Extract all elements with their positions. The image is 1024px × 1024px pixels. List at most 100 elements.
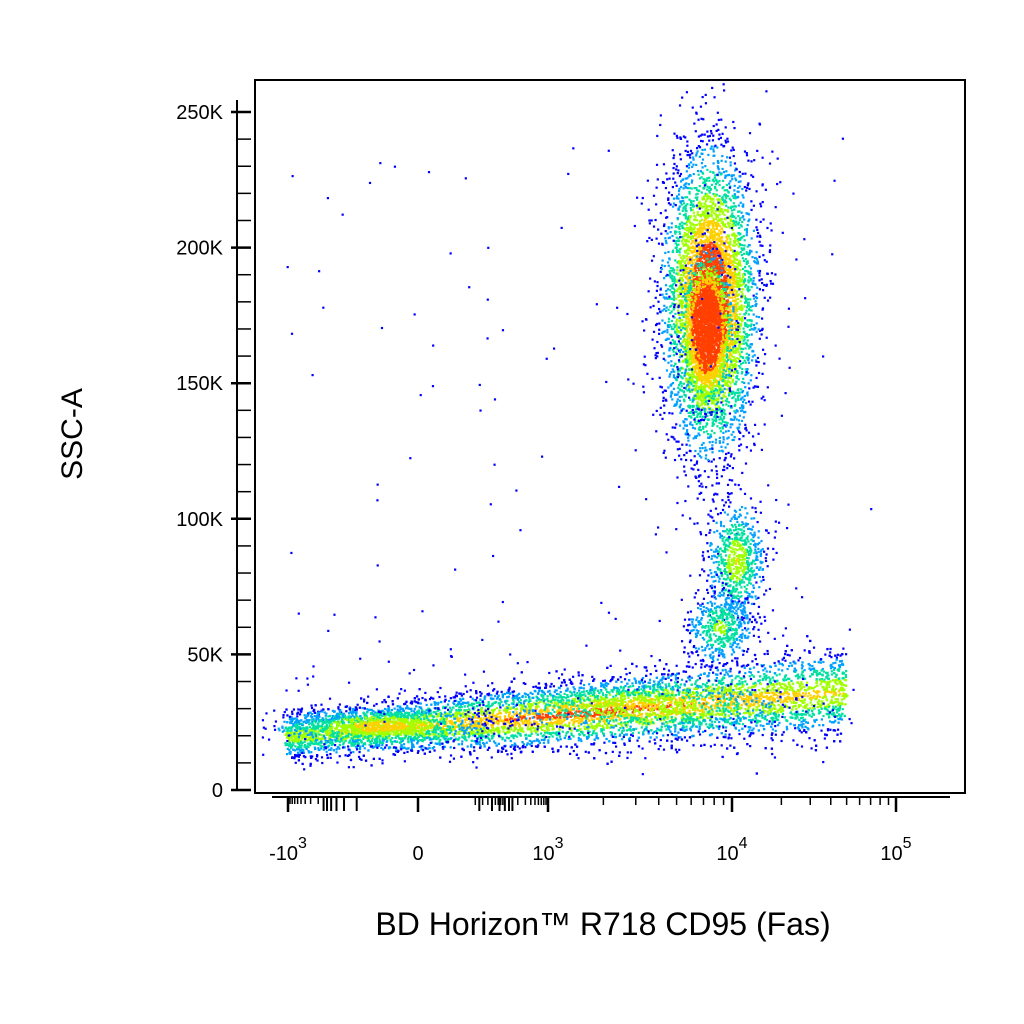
data-point: [734, 403, 737, 406]
data-point: [703, 379, 706, 382]
data-point: [725, 262, 729, 265]
data-point: [677, 272, 680, 275]
data-point: [677, 249, 680, 252]
data-point: [685, 372, 688, 376]
data-point: [684, 222, 687, 225]
data-point: [718, 272, 722, 275]
data-point: [687, 344, 690, 348]
data-point: [745, 227, 748, 231]
data-point: [713, 307, 717, 310]
data-point: [740, 290, 743, 294]
data-point: [733, 239, 736, 243]
data-point: [706, 195, 709, 199]
data-point: [725, 189, 728, 192]
data-point: [751, 400, 754, 403]
data-point: [733, 359, 736, 362]
data-point: [716, 146, 719, 149]
data-point: [719, 230, 723, 234]
data-point: [671, 339, 674, 342]
data-point: [722, 271, 725, 274]
data-point: [703, 302, 706, 305]
data-point: [708, 221, 712, 224]
data-point: [713, 245, 716, 249]
data-point: [690, 360, 694, 363]
data-point: [733, 330, 736, 334]
data-point: [721, 340, 725, 343]
data-point: [681, 377, 684, 380]
data-point: [688, 293, 691, 296]
data-point: [661, 264, 664, 267]
data-point: [699, 105, 703, 108]
data-point: [736, 303, 739, 306]
data-point: [724, 395, 727, 398]
data-point: [738, 449, 741, 452]
data-point: [682, 291, 685, 294]
data-point: [725, 246, 728, 249]
data-point: [731, 380, 735, 383]
data-point: [688, 378, 691, 381]
data-point: [687, 281, 690, 284]
data-point: [712, 171, 715, 174]
data-point: [668, 191, 671, 194]
data-point: [705, 402, 709, 405]
data-point: [706, 256, 710, 259]
data-point: [732, 299, 735, 302]
data-point: [727, 258, 730, 261]
data-point: [716, 251, 720, 254]
data-point: [659, 310, 662, 313]
data-point: [744, 269, 747, 273]
data-point: [676, 348, 679, 351]
data-point: [688, 336, 692, 339]
data-point: [694, 389, 698, 392]
data-point: [728, 258, 731, 261]
data-point: [705, 449, 708, 452]
data-point: [675, 168, 678, 171]
data-point: [749, 379, 752, 382]
data-point: [679, 201, 682, 204]
data-point: [761, 281, 764, 285]
data-point: [700, 491, 703, 494]
data-point: [698, 427, 701, 430]
data-point: [726, 312, 729, 315]
data-point: [718, 253, 722, 256]
data-point: [691, 378, 694, 381]
data-point: [725, 250, 729, 253]
data-point: [702, 442, 705, 445]
data-point: [743, 338, 746, 341]
data-point: [748, 251, 751, 254]
data-point: [686, 299, 689, 302]
data-point: [711, 421, 714, 424]
data-point: [755, 218, 758, 221]
data-point: [743, 272, 746, 275]
data-point: [684, 417, 687, 421]
data-point: [672, 156, 675, 160]
data-point: [738, 322, 741, 326]
data-point: [707, 286, 711, 289]
data-point: [701, 172, 705, 175]
data-point: [723, 468, 726, 472]
data-point: [711, 444, 714, 447]
data-point: [652, 225, 656, 228]
data-point: [736, 294, 739, 297]
data-point: [713, 273, 716, 276]
data-point: [682, 202, 686, 205]
data-point: [678, 313, 681, 316]
data-point: [654, 354, 657, 357]
data-point: [718, 198, 721, 201]
data-point: [732, 219, 735, 223]
data-point: [729, 290, 732, 293]
data-point: [726, 278, 730, 281]
data-point: [725, 452, 728, 456]
data-point: [710, 278, 714, 281]
data-point: [705, 322, 708, 325]
data-point: [682, 274, 685, 277]
data-point: [720, 239, 723, 242]
data-point: [659, 288, 662, 291]
data-point: [702, 178, 705, 181]
data-point: [691, 423, 694, 427]
data-point: [715, 354, 718, 357]
data-point: [729, 346, 732, 349]
data-point: [713, 212, 716, 215]
data-point: [701, 228, 704, 231]
data-point: [731, 374, 734, 377]
